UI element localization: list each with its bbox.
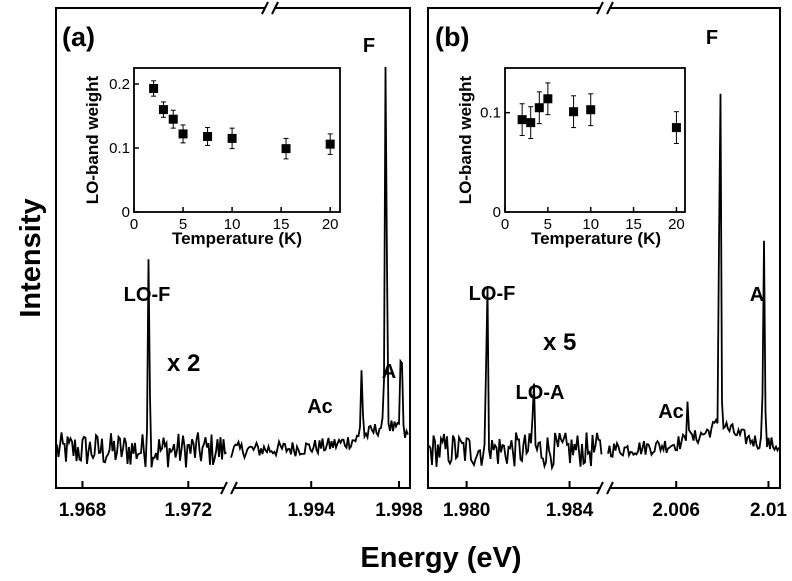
inset-data-point (586, 105, 596, 115)
peak-label: LO-A (516, 382, 565, 404)
inset-data-point (526, 118, 536, 128)
inset-frame (133, 67, 341, 213)
panel-b-spectrum (428, 93, 780, 472)
axis-break-mark (596, 1, 604, 15)
peak-label: A (750, 284, 764, 306)
peak-label: F (706, 27, 718, 49)
inset-x-tick-label: 20 (668, 216, 685, 233)
inset-data-point (158, 105, 168, 115)
panel-b-inset: 0 5 10 15 20 0 0.1 Temperature (K) LO-band weigh… (456, 67, 686, 248)
x-tick-label: 1.968 (59, 500, 107, 521)
panel-a-label: (a) (62, 22, 95, 52)
panel-a-scale-note: x 2 (167, 350, 200, 377)
panel-a-x-ticks: 1.968 1.972 1.994 1.998 (59, 1, 423, 521)
inset-x-tick-label: 10 (582, 216, 599, 233)
inset-x-tick-label: 0 (501, 216, 509, 233)
panel-a-spectrum (56, 66, 409, 468)
inset-y-tick-label: 0 (122, 204, 130, 221)
inset-data-point (325, 139, 335, 149)
axis-break-mark (230, 481, 238, 495)
inset-data-point (178, 129, 188, 139)
panel-b-label: (b) (435, 22, 469, 52)
axis-break-mark (261, 1, 269, 15)
inset-data-point (671, 123, 681, 133)
inset-data-point (543, 94, 553, 104)
peak-label: Ac (658, 401, 684, 423)
x-tick-label: 2.006 (652, 500, 700, 521)
axis-break-mark (220, 481, 228, 495)
panel-b-peak-labels: LO-F LO-A Ac F A (469, 27, 765, 423)
inset-y-tick-label: 0.1 (109, 140, 130, 157)
x-tick-label: 1.972 (165, 500, 213, 521)
axis-break-mark (606, 481, 614, 495)
peak-label: Ac (307, 396, 333, 418)
spectrum-segment-1 (428, 287, 603, 472)
inset-x-tick-label: 15 (273, 216, 290, 233)
inset-x-tick-label: 0 (130, 216, 138, 233)
peak-label: LO-F (469, 283, 516, 305)
y-axis-title: Intensity (15, 198, 47, 317)
axis-break-gap (600, 485, 610, 491)
peak-label: A (382, 361, 396, 383)
inset-data-point (149, 83, 159, 93)
axis-break-gap (600, 5, 610, 11)
spectrum-segment-1 (56, 259, 227, 468)
inset-x-axis-title: Temperature (K) (531, 229, 661, 248)
inset-x-tick-label: 10 (224, 216, 241, 233)
peak-label: LO-F (124, 284, 171, 306)
axis-break-mark (596, 481, 604, 495)
inset-data-point (569, 107, 579, 117)
inset-x-tick-label: 5 (544, 216, 552, 233)
spectrum-segment-2 (230, 66, 409, 461)
peak-label: F (363, 35, 375, 57)
inset-y-axis-title: LO-band weight (456, 75, 475, 204)
inset-x-tick-label: 20 (322, 216, 339, 233)
axis-break-mark (271, 1, 279, 15)
inset-y-tick-label: 0.2 (109, 76, 130, 93)
inset-data-point (534, 103, 544, 113)
inset-y-axis-title: LO-band weight (83, 75, 102, 204)
x-tick-label: 1.994 (287, 500, 335, 521)
inset-x-tick-label: 5 (179, 216, 187, 233)
axis-break-mark (606, 1, 614, 15)
inset-y-tick-label: 0.1 (480, 105, 501, 122)
spectrum-segment-2 (607, 93, 780, 459)
inset-frame (504, 67, 686, 213)
inset-data-point (281, 144, 291, 154)
x-tick-label: 2.01 (750, 500, 787, 521)
panel-b: (b) x 5 1.980 1.984 2.006 2.01 LO-F LO-A Ac F A… (427, 1, 787, 521)
panel-a-peak-labels: LO-F Ac F A (124, 35, 397, 418)
panel-a: (a) x 2 1.968 1.972 1.994 1.998 LO-F Ac F A 0 5… (55, 1, 423, 521)
inset-data-point (203, 131, 213, 141)
panel-a-inset: 0 5 10 15 20 0 0.1 0.2 Temperature (K) LO-band we… (83, 67, 341, 248)
inset-y-tick-label: 0 (493, 204, 501, 221)
x-tick-label: 1.980 (443, 500, 491, 521)
axis-break-gap (224, 485, 234, 491)
panel-b-scale-note: x 5 (543, 329, 576, 356)
inset-x-axis-title: Temperature (K) (172, 229, 302, 248)
x-tick-label: 1.998 (375, 500, 423, 521)
inset-data-point (168, 114, 178, 124)
x-tick-label: 1.984 (546, 500, 594, 521)
x-axis-title: Energy (eV) (360, 542, 521, 574)
axis-break-gap (265, 5, 275, 11)
panel-b-x-ticks: 1.980 1.984 2.006 2.01 (443, 1, 787, 521)
inset-data-point (517, 115, 527, 125)
inset-data-point (227, 133, 237, 143)
inset-x-tick-label: 15 (625, 216, 642, 233)
